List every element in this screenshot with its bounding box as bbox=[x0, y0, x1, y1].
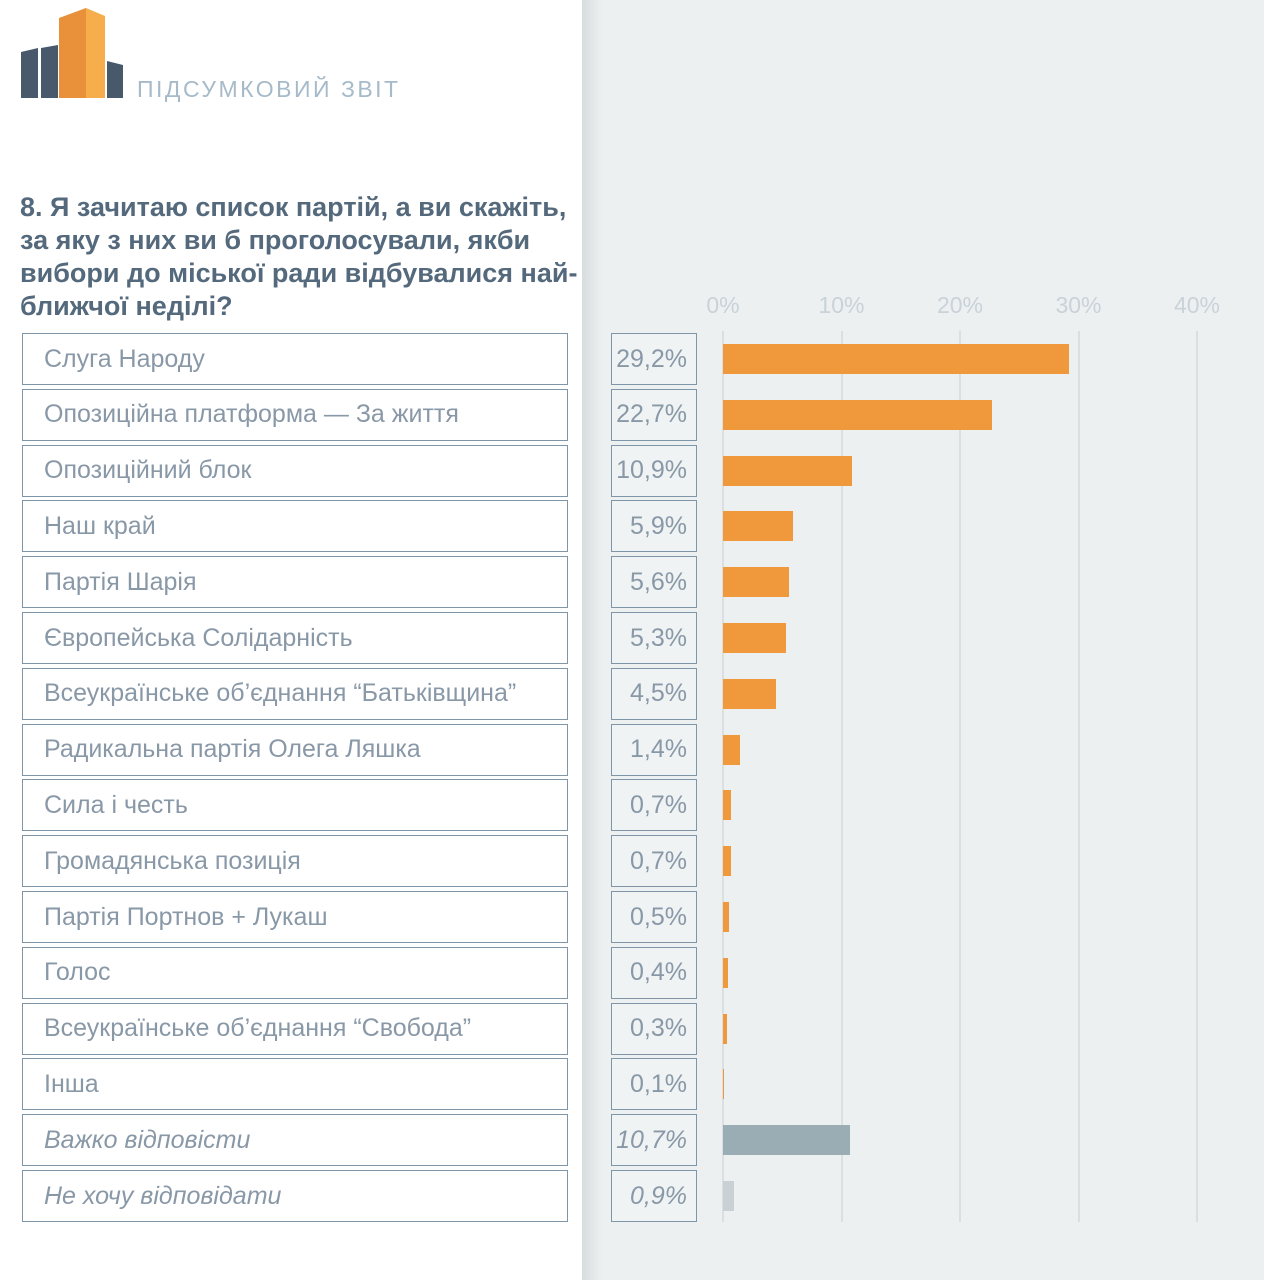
bar bbox=[723, 344, 1070, 374]
survey-question: 8. Я зачитаю список партій, а ви скажіть… bbox=[20, 192, 578, 321]
table-row: Партія Шарія 5,6% bbox=[0, 556, 1264, 609]
party-name-cell: Наш край bbox=[22, 500, 568, 553]
party-name-cell: Опозиційний блок bbox=[22, 444, 568, 497]
bar bbox=[723, 511, 793, 542]
table-row: Всеукраїнське об’єднання “Батьківщина” 4,… bbox=[0, 667, 1264, 720]
value-cell: 5,6% bbox=[611, 556, 697, 609]
value-cell: 0,5% bbox=[611, 891, 697, 943]
table-row: Слуга Народу 29,2% bbox=[0, 333, 1264, 385]
gridline-0% bbox=[722, 331, 724, 1222]
table-row: Важко відповісти 10,7% bbox=[0, 1114, 1264, 1167]
party-name-cell: Не хочу відповідати bbox=[22, 1170, 568, 1222]
table-row: Сила і честь 0,7% bbox=[0, 779, 1264, 832]
value-cell: 10,9% bbox=[611, 444, 697, 497]
party-name-cell: Важко відповісти bbox=[22, 1114, 568, 1167]
bar bbox=[723, 957, 728, 988]
party-name-cell: Сила і честь bbox=[22, 779, 568, 832]
company-logo-icon bbox=[21, 8, 123, 98]
value-cell: 29,2% bbox=[611, 333, 697, 385]
gridline-40% bbox=[1196, 331, 1198, 1222]
bar bbox=[723, 623, 786, 653]
party-name-cell: Партія Портнов + Лукаш bbox=[22, 891, 568, 943]
table-row: Європейська Солідарність 5,3% bbox=[0, 612, 1264, 664]
value-cell: 4,5% bbox=[611, 667, 697, 720]
gridline-30% bbox=[1077, 331, 1080, 1222]
table-row: Опозиційний блок 10,9% bbox=[0, 444, 1264, 497]
bar bbox=[723, 1069, 725, 1100]
party-name-cell: Всеукраїнське об’єднання “Батьківщина” bbox=[22, 667, 568, 720]
value-cell: 0,9% bbox=[611, 1170, 697, 1222]
axis-tick-label: 40% bbox=[1173, 292, 1221, 318]
party-name-cell: Партія Шарія bbox=[22, 556, 568, 609]
party-name-cell: Опозиційна платформа — За життя bbox=[22, 388, 568, 441]
value-cell: 0,7% bbox=[611, 779, 697, 832]
bar bbox=[723, 734, 740, 765]
table-row: Не хочу відповідати 0,9% bbox=[0, 1170, 1264, 1222]
bar bbox=[723, 1013, 727, 1044]
party-name-cell: Слуга Народу bbox=[22, 333, 568, 385]
bar bbox=[723, 1181, 734, 1211]
value-cell: 10,7% bbox=[611, 1114, 697, 1167]
bar bbox=[723, 846, 732, 877]
table-row: Радикальна партія Олега Ляшка 1,4% bbox=[0, 723, 1264, 776]
table-row: Опозиційна платформа — За життя 22,7% bbox=[0, 388, 1264, 441]
party-name-cell: Інша bbox=[22, 1058, 568, 1111]
value-cell: 0,7% bbox=[611, 835, 697, 888]
bar bbox=[723, 567, 790, 598]
bar bbox=[723, 678, 777, 709]
table-row: Інша 0,1% bbox=[0, 1058, 1264, 1111]
table-row: Всеукраїнське об’єднання “Свобода” 0,3% bbox=[0, 1002, 1264, 1055]
bar bbox=[723, 455, 853, 486]
value-cell: 22,7% bbox=[611, 388, 697, 441]
value-cell: 5,3% bbox=[611, 612, 697, 664]
party-name-cell: Радикальна партія Олега Ляшка bbox=[22, 723, 568, 776]
value-cell: 1,4% bbox=[611, 723, 697, 776]
table-row: Голос 0,4% bbox=[0, 946, 1264, 999]
axis-tick-label: 20% bbox=[936, 292, 984, 318]
party-name-cell: Європейська Солідарність bbox=[22, 612, 568, 664]
axis-tick-label: 10% bbox=[818, 292, 865, 318]
party-name-cell: Голос bbox=[22, 946, 568, 999]
bar bbox=[723, 399, 992, 430]
bar bbox=[723, 902, 729, 932]
table-row: Наш край 5,9% bbox=[0, 500, 1264, 553]
bar bbox=[723, 790, 732, 821]
value-cell: 0,1% bbox=[611, 1058, 697, 1111]
table-row: Партія Портнов + Лукаш 0,5% bbox=[0, 891, 1264, 943]
bar bbox=[723, 1125, 850, 1156]
gridline-10% bbox=[840, 331, 843, 1222]
axis-tick-label: 30% bbox=[1055, 292, 1102, 318]
axis-tick-label: 0% bbox=[706, 292, 740, 318]
gridline-20% bbox=[959, 331, 961, 1222]
report-title: ПІДСУМКОВИЙ ЗВІТ bbox=[137, 76, 401, 102]
party-name-cell: Всеукраїнське об’єднання “Свобода” bbox=[22, 1002, 568, 1055]
party-name-cell: Громадянська позиція bbox=[22, 835, 568, 888]
value-cell: 5,9% bbox=[611, 500, 697, 553]
value-cell: 0,3% bbox=[611, 1002, 697, 1055]
value-cell: 0,4% bbox=[611, 946, 697, 999]
table-row: Громадянська позиція 0,7% bbox=[0, 835, 1264, 888]
